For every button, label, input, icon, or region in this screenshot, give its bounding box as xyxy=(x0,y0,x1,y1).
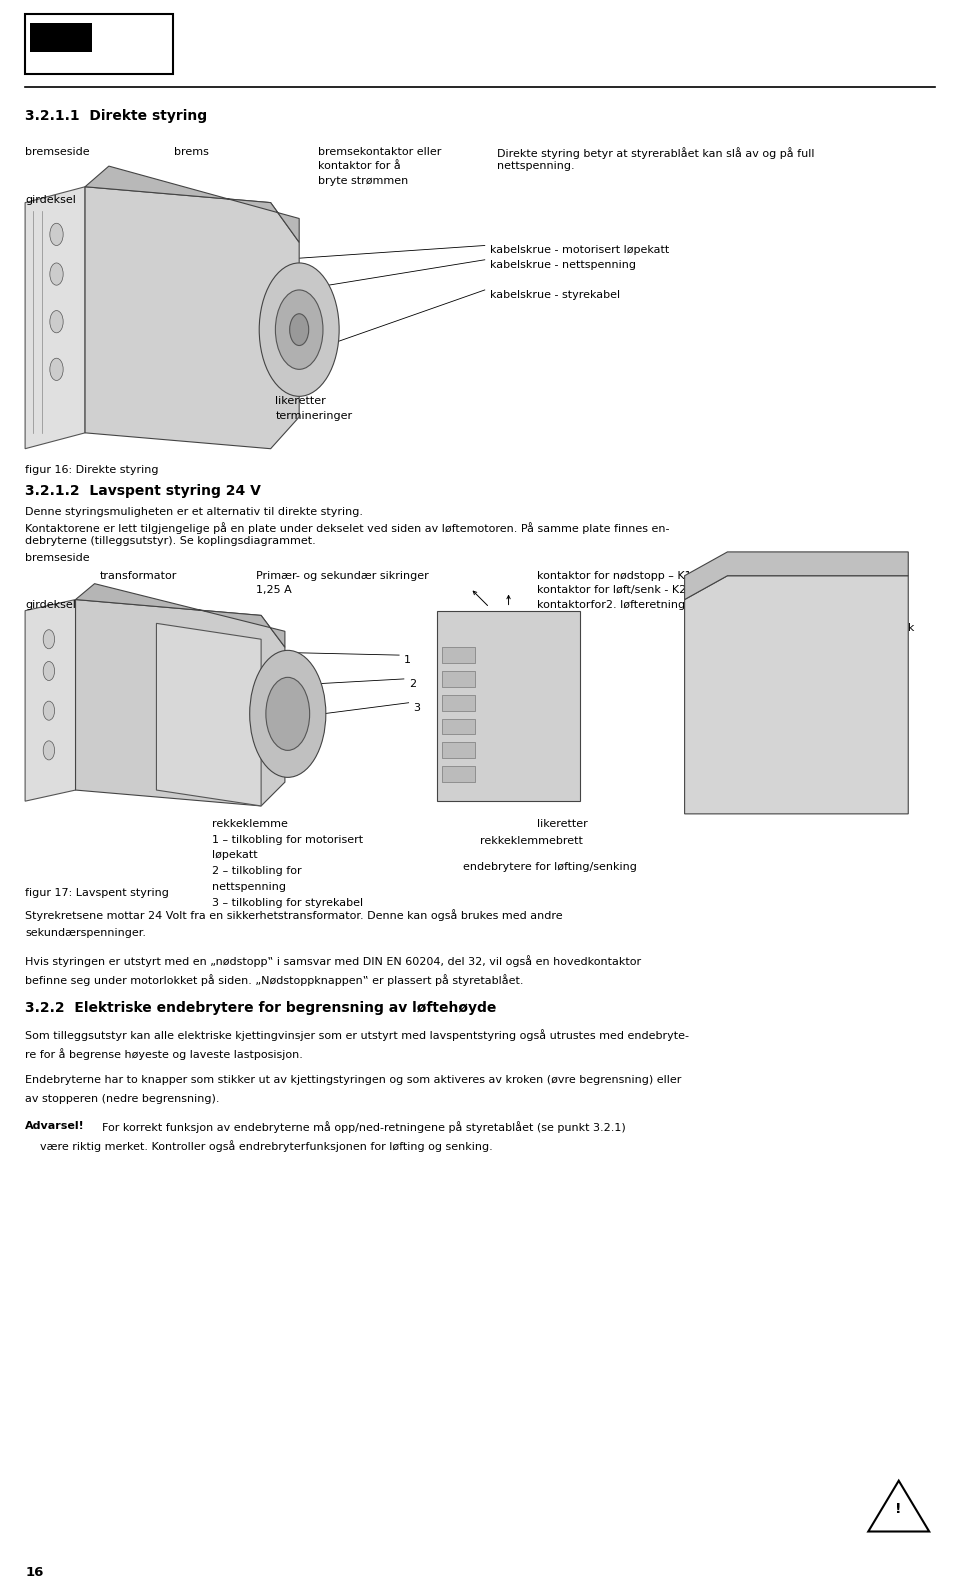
Text: bremseside: bremseside xyxy=(25,147,89,156)
Text: Endebryterne har to knapper som stikker ut av kjettingstyringen og som aktiveres: Endebryterne har to knapper som stikker … xyxy=(25,1074,682,1085)
Text: LIFTKET: LIFTKET xyxy=(30,48,93,62)
Text: Som tilleggsutstyr kan alle elektriske kjettingvinsjer som er utstyrt med lavspe: Som tilleggsutstyr kan alle elektriske k… xyxy=(25,1029,689,1041)
Text: 3.2.1.1  Direkte styring: 3.2.1.1 Direkte styring xyxy=(25,109,207,123)
Text: likeretter: likeretter xyxy=(537,819,588,828)
Bar xyxy=(437,611,580,801)
Text: 2: 2 xyxy=(409,678,416,689)
Circle shape xyxy=(276,290,323,369)
Text: 1 – tilkobling for motorisert: 1 – tilkobling for motorisert xyxy=(211,835,363,844)
Text: deksel for elektrisk: deksel for elektrisk xyxy=(808,624,915,634)
Text: rekkeklemme: rekkeklemme xyxy=(211,819,287,828)
Polygon shape xyxy=(684,576,908,814)
Text: kontaktor for å: kontaktor for å xyxy=(318,161,401,171)
Text: 16: 16 xyxy=(25,1566,43,1580)
Text: termineringer: termineringer xyxy=(276,410,352,421)
Polygon shape xyxy=(156,624,261,806)
Circle shape xyxy=(250,650,325,777)
Polygon shape xyxy=(85,187,300,448)
Polygon shape xyxy=(85,166,300,243)
Text: kabelskrue - motorisert løpekatt: kabelskrue - motorisert løpekatt xyxy=(490,246,669,255)
Text: endebrytere for løfting/senking: endebrytere for løfting/senking xyxy=(463,862,636,871)
Text: Advarsel!: Advarsel! xyxy=(25,1120,84,1130)
Polygon shape xyxy=(868,1481,929,1532)
Text: girdeksel: girdeksel xyxy=(25,600,76,610)
Text: kabelskrue - nettspenning: kabelskrue - nettspenning xyxy=(490,260,636,270)
Text: 3: 3 xyxy=(414,702,420,713)
Text: bremsekontaktor eller: bremsekontaktor eller xyxy=(318,147,442,156)
Circle shape xyxy=(43,661,55,680)
Polygon shape xyxy=(76,600,285,806)
Text: debryterne (tilleggsutstyr). Se koplingsdiagrammet.: debryterne (tilleggsutstyr). Se koplings… xyxy=(25,536,316,546)
Bar xyxy=(442,694,475,710)
Text: figur 16: Direkte styring: figur 16: Direkte styring xyxy=(25,464,158,474)
Circle shape xyxy=(50,358,63,380)
Text: nettspenning.: nettspenning. xyxy=(497,161,575,171)
Bar xyxy=(30,24,92,51)
Circle shape xyxy=(50,263,63,286)
Text: kontaktorfor2. løfteretning - K4: kontaktorfor2. løfteretning - K4 xyxy=(537,600,710,610)
Text: For korrekt funksjon av endebryterne må opp/ned-retningene på styretablået (se p: For korrekt funksjon av endebryterne må … xyxy=(95,1120,625,1133)
Text: være riktig merket. Kontroller også endrebryterfunksjonen for løfting og senking: være riktig merket. Kontroller også endr… xyxy=(40,1140,493,1152)
Text: kabelskrue - styrekabel: kabelskrue - styrekabel xyxy=(490,290,619,300)
Text: 3.2.2  Elektriske endebrytere for begrensning av løftehøyde: 3.2.2 Elektriske endebrytere for begrens… xyxy=(25,1001,496,1015)
Text: kontaktor for løft/senk - K2/K3: kontaktor for løft/senk - K2/K3 xyxy=(537,586,705,595)
Text: likeretter: likeretter xyxy=(276,396,326,407)
Text: befinne seg under motorlokket på siden. „Nødstoppknappen‟ er plassert på styreta: befinne seg under motorlokket på siden. … xyxy=(25,974,523,986)
Polygon shape xyxy=(25,187,85,448)
Circle shape xyxy=(43,630,55,648)
Text: 1,25 A: 1,25 A xyxy=(256,586,292,595)
Text: STAR: STAR xyxy=(33,29,66,41)
Text: girdeksel: girdeksel xyxy=(25,195,76,204)
Text: motorside: motorside xyxy=(847,554,902,563)
Text: bremseside: bremseside xyxy=(25,554,89,563)
Text: !: ! xyxy=(896,1502,902,1516)
Circle shape xyxy=(259,263,339,396)
Text: Direkte styring betyr at styrerablået kan slå av og på full: Direkte styring betyr at styrerablået ka… xyxy=(497,147,815,160)
Bar xyxy=(442,646,475,662)
Text: MADE IN GERMANY: MADE IN GERMANY xyxy=(33,27,83,32)
Text: kontaktor for nødstopp – K1: kontaktor for nødstopp – K1 xyxy=(537,571,692,581)
Text: 2 – tilkobling for: 2 – tilkobling for xyxy=(211,867,301,876)
Text: figur 17: Lavspent styring: figur 17: Lavspent styring xyxy=(25,889,169,899)
Polygon shape xyxy=(684,552,908,600)
Text: nettspenning: nettspenning xyxy=(211,883,286,892)
Text: Styrekretsene mottar 24 Volt fra en sikkerhetstransformator. Denne kan også bruk: Styrekretsene mottar 24 Volt fra en sikk… xyxy=(25,910,563,921)
Text: 3 – tilkobling for styrekabel: 3 – tilkobling for styrekabel xyxy=(211,899,363,908)
Circle shape xyxy=(43,741,55,760)
Bar xyxy=(442,718,475,734)
Text: sekundærspenninger.: sekundærspenninger. xyxy=(25,929,146,938)
Bar xyxy=(442,670,475,686)
Text: bryte strømmen: bryte strømmen xyxy=(318,176,408,185)
Text: løpekatt: løpekatt xyxy=(211,851,257,860)
Circle shape xyxy=(266,677,310,750)
Text: av stopperen (nedre begrensning).: av stopperen (nedre begrensning). xyxy=(25,1093,220,1104)
Text: 1: 1 xyxy=(404,654,411,666)
Text: Denne styringsmuligheten er et alternativ til direkte styring.: Denne styringsmuligheten er et alternati… xyxy=(25,508,363,517)
Text: brems: brems xyxy=(174,147,208,156)
Circle shape xyxy=(43,701,55,720)
Circle shape xyxy=(290,314,309,345)
Bar xyxy=(442,742,475,758)
Circle shape xyxy=(50,311,63,334)
Polygon shape xyxy=(25,600,76,801)
Text: transformator: transformator xyxy=(99,571,177,581)
Text: Hvis styringen er utstyrt med en „nødstopp‟ i samsvar med DIN EN 60204, del 32, : Hvis styringen er utstyrt med en „nødsto… xyxy=(25,954,641,967)
Bar xyxy=(25,14,173,73)
Polygon shape xyxy=(76,584,285,646)
Circle shape xyxy=(50,223,63,246)
Text: 3.2.1.2  Lavspent styring 24 V: 3.2.1.2 Lavspent styring 24 V xyxy=(25,484,261,498)
Bar xyxy=(442,766,475,782)
Text: Kontaktorene er lett tilgjengelige på en plate under dekselet ved siden av løfte: Kontaktorene er lett tilgjengelige på en… xyxy=(25,522,670,533)
Text: rekkeklemmebrett: rekkeklemmebrett xyxy=(480,836,583,846)
Text: kontroll: kontroll xyxy=(808,638,850,648)
Text: re for å begrense høyeste og laveste lastposisjon.: re for å begrense høyeste og laveste las… xyxy=(25,1049,303,1060)
Text: Primær- og sekundær sikringer: Primær- og sekundær sikringer xyxy=(256,571,429,581)
